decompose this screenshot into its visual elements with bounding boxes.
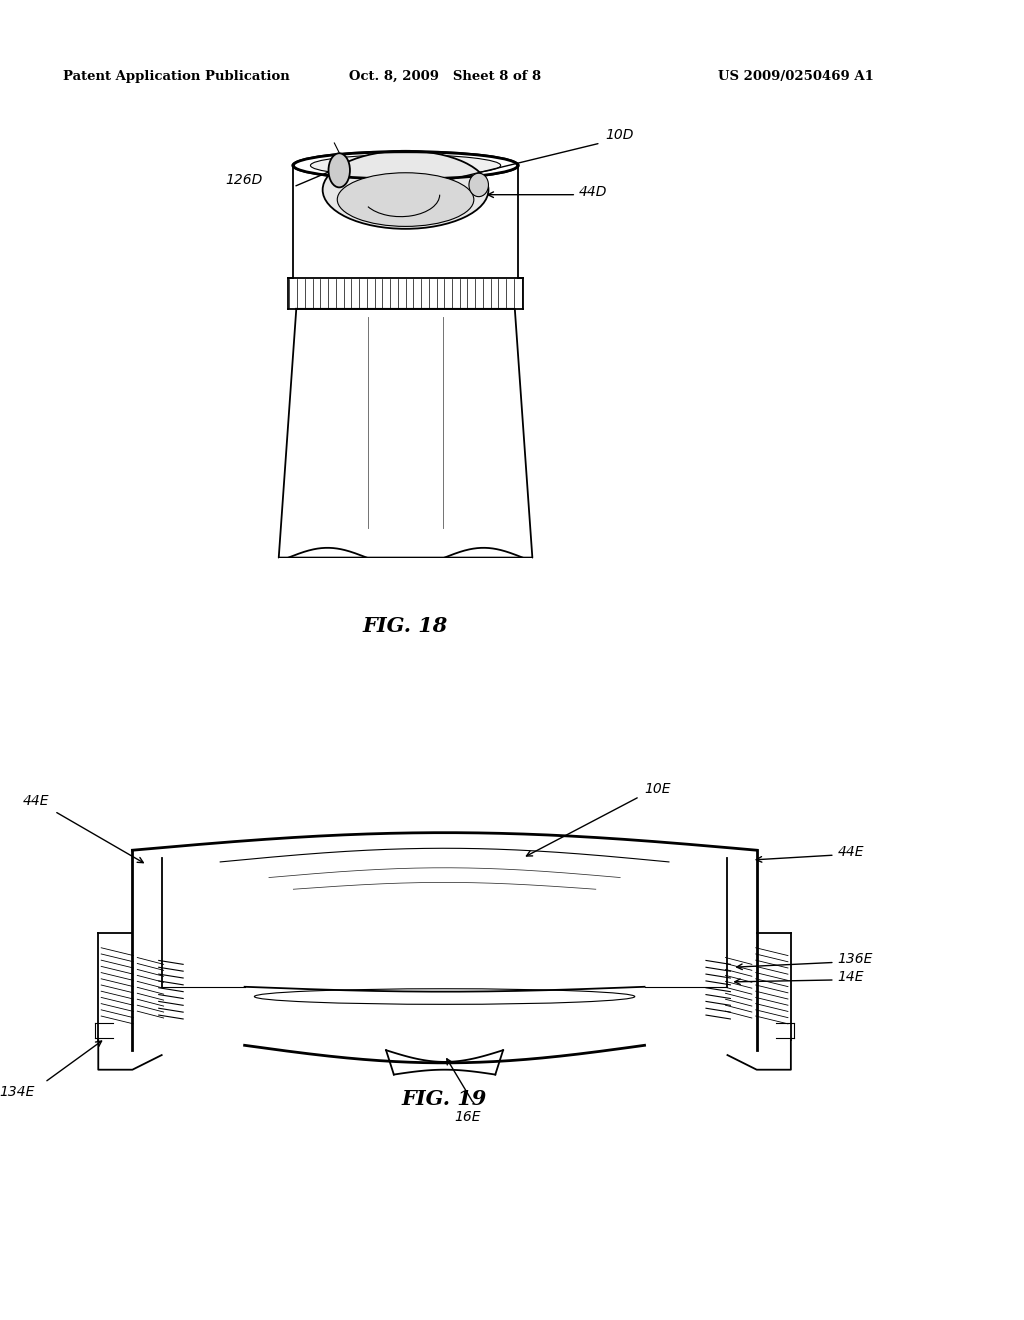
Text: 16E: 16E	[455, 1110, 481, 1123]
Text: Oct. 8, 2009   Sheet 8 of 8: Oct. 8, 2009 Sheet 8 of 8	[348, 70, 541, 83]
Text: FIG. 18: FIG. 18	[362, 616, 449, 636]
Text: 10D: 10D	[605, 128, 634, 143]
Ellipse shape	[337, 173, 474, 227]
Text: US 2009/0250469 A1: US 2009/0250469 A1	[718, 70, 873, 83]
Text: 10E: 10E	[644, 781, 671, 796]
Text: 44D: 44D	[580, 185, 607, 199]
Ellipse shape	[329, 153, 350, 187]
Ellipse shape	[469, 173, 488, 197]
Text: 14E: 14E	[838, 970, 864, 983]
Text: 134E: 134E	[0, 1085, 35, 1100]
Ellipse shape	[323, 150, 488, 228]
Ellipse shape	[310, 154, 501, 176]
Text: 44E: 44E	[838, 845, 864, 859]
Text: FIG. 19: FIG. 19	[402, 1089, 487, 1109]
Text: 126D: 126D	[225, 173, 262, 187]
Text: 44E: 44E	[23, 795, 49, 808]
Text: 136E: 136E	[838, 953, 873, 966]
Bar	[279, 557, 532, 576]
Text: Patent Application Publication: Patent Application Publication	[62, 70, 290, 83]
